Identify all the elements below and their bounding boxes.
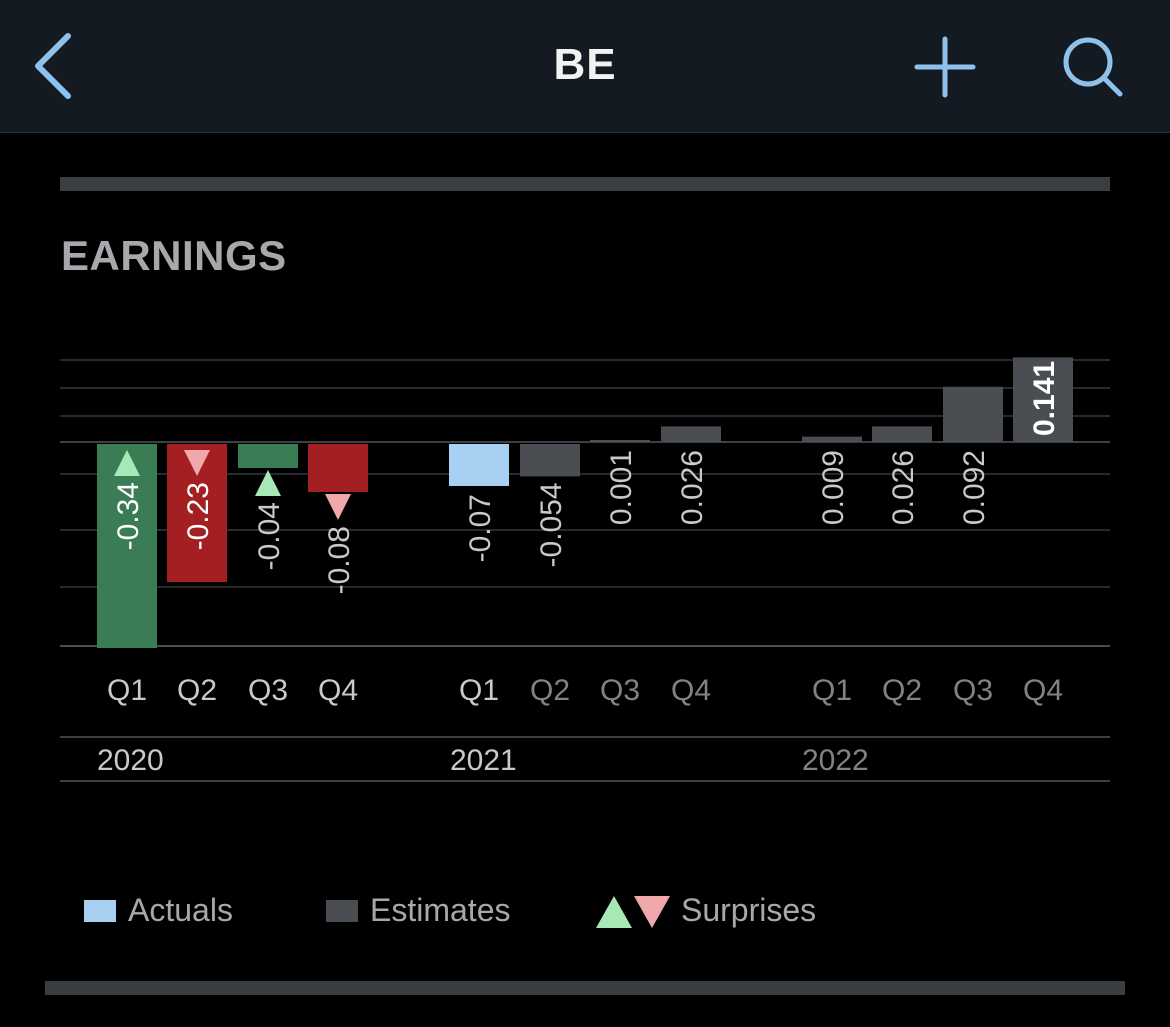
earnings-bar (872, 426, 932, 442)
year-tick-label: 2020 (97, 744, 164, 777)
quarter-tick-label: Q4 (1023, 674, 1063, 707)
quarter-tick-label: Q3 (953, 674, 993, 707)
bar-value-label: -0.04 (253, 502, 286, 570)
bar-value-label: 0.026 (676, 450, 709, 525)
back-chevron-icon[interactable] (30, 30, 78, 102)
bar-value-label: -0.23 (182, 482, 215, 550)
quarter-tick-label: Q2 (177, 674, 217, 707)
earnings-bar (802, 436, 862, 442)
earnings-bar (520, 444, 580, 477)
quarter-tick-label: Q1 (812, 674, 852, 707)
earnings-bar (943, 386, 1003, 442)
earnings-chart: -0.34 -0.23 -0.04 -0.08 -0.07 -0.054 0.001 0.02… (60, 357, 1110, 782)
bar-value-label: 0.001 (605, 450, 638, 525)
earnings-bar (661, 426, 721, 442)
quarter-tick-label: Q2 (530, 674, 570, 707)
bar-value-label: -0.08 (323, 526, 356, 594)
surprise-marker (114, 450, 140, 476)
earnings-bar (97, 444, 157, 648)
quarter-tick-label: Q4 (318, 674, 358, 707)
quarter-tick-label: Q1 (107, 674, 147, 707)
chart-legend: Actuals Estimates Surprises (0, 892, 1170, 932)
surprise-marker (325, 494, 351, 520)
search-icon[interactable] (1060, 34, 1126, 100)
earnings-bar (590, 440, 650, 442)
earnings-bar (449, 444, 509, 486)
legend-actuals-label: Actuals (128, 892, 233, 928)
bar-value-label: 0.141 (1028, 361, 1061, 436)
bar-value-label: -0.07 (464, 494, 497, 562)
page-title: BE (553, 40, 617, 89)
add-plus-icon[interactable] (913, 35, 977, 99)
earnings-section-title: EARNINGS (61, 232, 287, 279)
year-tick-label: 2022 (802, 744, 869, 777)
earnings-bar (308, 444, 368, 492)
quarter-tick-label: Q1 (459, 674, 499, 707)
legend-estimates-label: Estimates (370, 892, 511, 928)
earnings-bar (238, 444, 298, 468)
quarter-tick-label: Q3 (600, 674, 640, 707)
quarter-tick-label: Q4 (671, 674, 711, 707)
bar-value-label: -0.34 (112, 482, 145, 550)
year-tick-label: 2021 (450, 744, 517, 777)
bar-value-label: 0.009 (817, 450, 850, 525)
bar-value-label: 0.092 (958, 450, 991, 525)
surprise-marker (255, 470, 281, 496)
quarter-tick-label: Q3 (248, 674, 288, 707)
section-divider-top (60, 177, 1110, 191)
bar-value-label: -0.054 (535, 482, 568, 567)
quarter-tick-label: Q2 (882, 674, 922, 707)
bar-value-label: 0.026 (887, 450, 920, 525)
legend-surprises-label: Surprises (681, 892, 817, 928)
section-divider-bottom (45, 981, 1125, 995)
earnings-bar (1013, 357, 1073, 442)
legend-actuals-swatch (84, 900, 116, 922)
legend-estimates-swatch (326, 900, 358, 922)
legend-surprises-icon (596, 896, 670, 928)
surprise-marker (184, 450, 210, 476)
top-bar: BE (0, 0, 1170, 133)
